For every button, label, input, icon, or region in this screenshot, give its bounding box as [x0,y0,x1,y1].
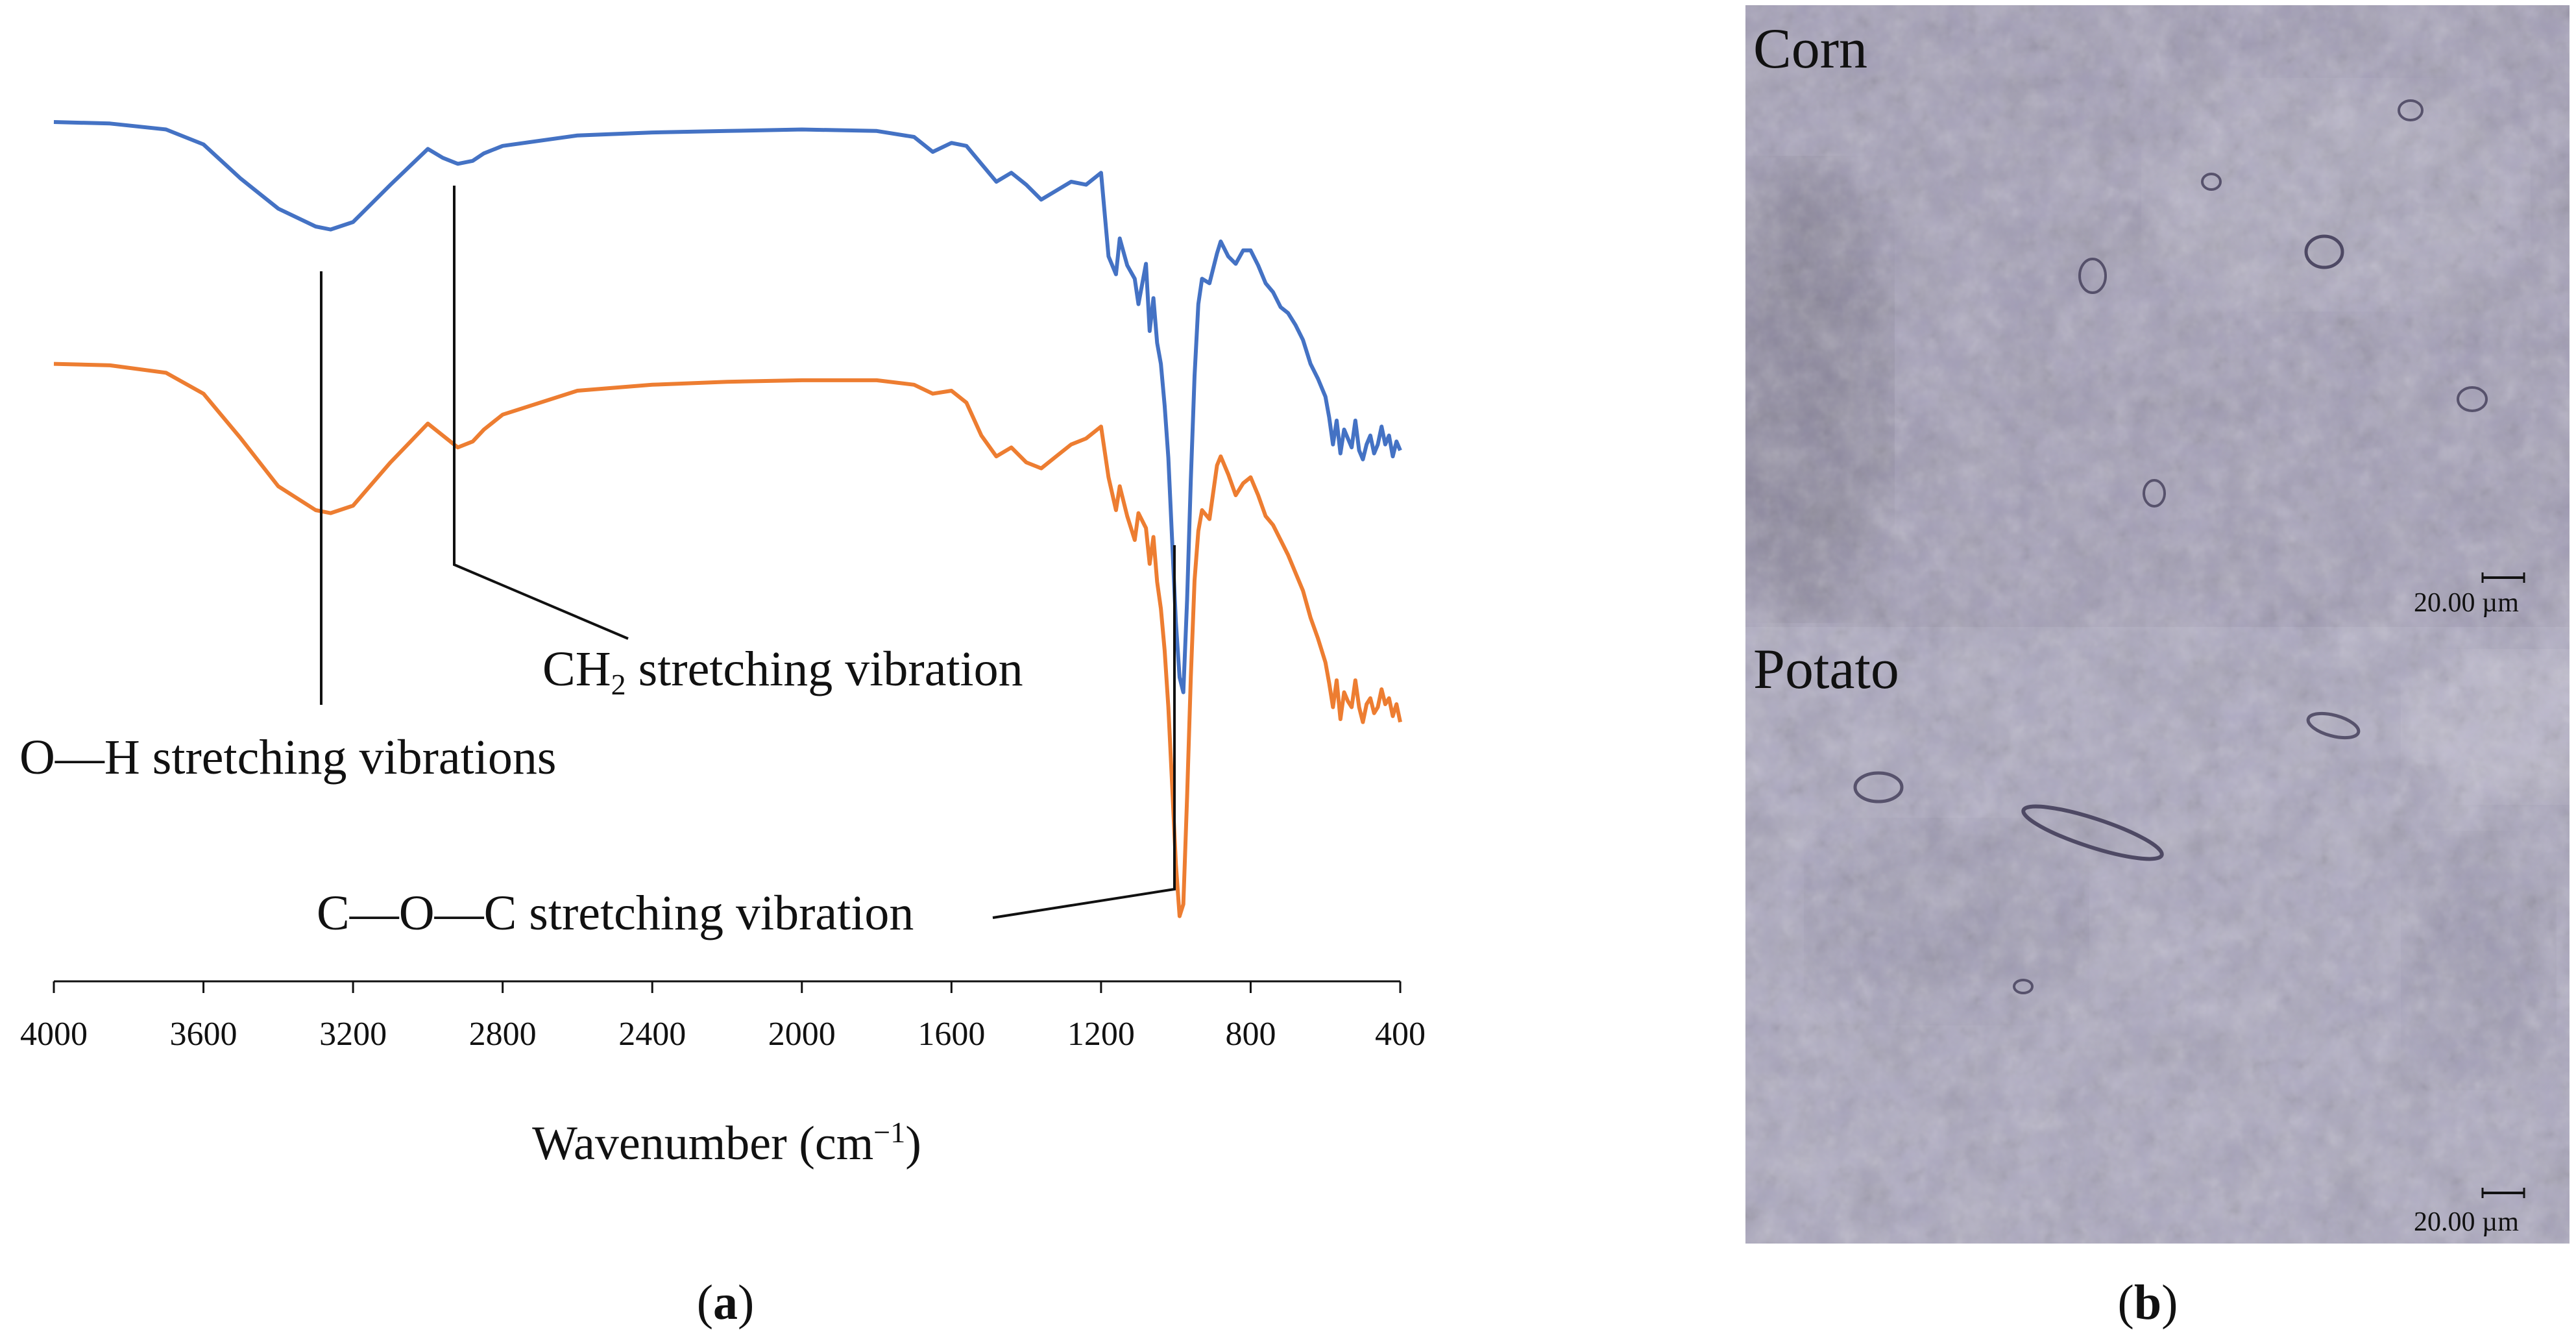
potato-title: Potato [1753,638,1899,701]
series-line-corn [53,120,1402,694]
corn-texture-2 [1745,5,2570,627]
x-tick-label: 3600 [170,1016,237,1053]
series-layer [53,120,1402,918]
potato-scale-label: 20.00 µm [2414,1207,2519,1237]
x-axis-label-close: ) [905,1117,921,1170]
oh-annotation: O—H stretching vibrations [19,730,556,785]
ftir-chart: O—H stretching vibrations CH2 stretching… [19,120,1426,1330]
potato-granule [2021,804,2164,861]
ch2-annotation-sub: 2 [611,668,626,701]
panel-letter-a: a [713,1275,738,1330]
panel-label-a: (a) [697,1275,755,1330]
coc-leader-line [992,545,1176,919]
potato-texture-2 [1745,627,2570,1244]
x-tick-label: 2800 [469,1016,537,1053]
potato-micrograph: Potato 20.00 µm [1745,627,2570,1244]
potato-granule [2013,979,2034,994]
corn-granule [2457,386,2488,412]
x-axis: 4000 3600 3200 2800 2400 2000 1600 1200 800 400 [20,980,1426,1053]
corn-granule [2201,173,2222,191]
annotation-layer: O—H stretching vibrations CH2 stretching… [19,186,1176,940]
ch2-leader-line [453,186,629,640]
panel-letter-b: b [2134,1275,2161,1330]
x-tick-label: 4000 [20,1016,88,1053]
x-tick-label: 3200 [319,1016,387,1053]
panel-label-b: (b) [2118,1275,2178,1330]
potato-granule [1853,771,1904,803]
x-axis-label-main: Wavenumber (cm [532,1117,873,1170]
x-tick-label: 2000 [768,1016,836,1053]
micrographs: Corn 20.00 µm Potato 20.00 µm (b) [1745,5,2570,1330]
corn-granule [2304,234,2344,269]
series-line-potato [53,362,1402,918]
x-axis-label: Wavenumber (cm−1) [532,1116,921,1170]
x-axis-label-sup: −1 [873,1116,905,1149]
corn-granule [2078,258,2107,294]
ch2-annotation-rest: stretching vibration [626,642,1023,696]
corn-micrograph: Corn 20.00 µm [1745,5,2570,627]
corn-scale-label: 20.00 µm [2414,588,2519,618]
potato-granule [2306,711,2361,740]
corn-title: Corn [1753,18,1867,80]
x-tick-label: 400 [1375,1016,1426,1053]
x-tick-label: 800 [1225,1016,1276,1053]
ch2-annotation-main: CH [542,642,611,696]
corn-granule [2143,479,2166,508]
x-tick-label: 2400 [618,1016,686,1053]
x-tick-label: 1200 [1067,1016,1135,1053]
corn-granule [2398,99,2424,121]
ch2-annotation: CH2 stretching vibration [542,642,1023,701]
coc-annotation: C—O—C stretching vibration [317,886,914,940]
x-tick-label: 1600 [917,1016,985,1053]
